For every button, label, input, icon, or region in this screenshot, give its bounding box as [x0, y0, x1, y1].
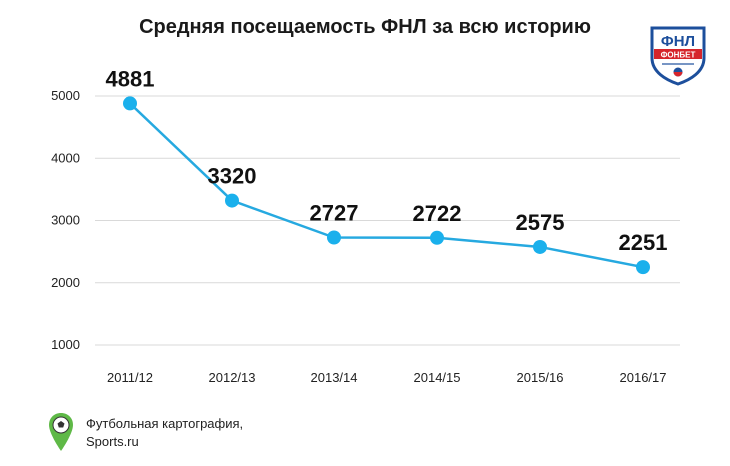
footer-line-2: Sports.ru: [86, 434, 139, 449]
x-tick-label: 2012/13: [209, 370, 256, 385]
data-point: [225, 193, 239, 208]
logo-band: [654, 49, 702, 59]
y-tick-label: 2000: [51, 275, 80, 290]
data-label: 2722: [413, 201, 462, 226]
data-point: [123, 96, 137, 111]
data-point: [430, 230, 444, 245]
x-axis-ticks: 2011/12 2012/13 2013/14 2014/15 2015/16 2016/…: [107, 370, 667, 385]
footer-text: Футбольная картография, Sports.ru: [86, 415, 243, 451]
x-tick-label: 2015/16: [517, 370, 564, 385]
grid-lines: [95, 95, 680, 346]
series-line: [129, 102, 644, 269]
logo-small-text-placeholder: [662, 63, 694, 65]
data-labels: 4881 3320 2727 2722 2575 2251: [106, 66, 668, 255]
x-tick-label: 2011/12: [107, 370, 153, 385]
y-axis-ticks: 1000 2000 3000 4000 5000: [51, 88, 80, 352]
x-tick-label: 2013/14: [311, 370, 358, 385]
y-tick-label: 3000: [51, 213, 80, 228]
chart-title: Средняя посещаемость ФНЛ за всю историю: [139, 16, 591, 38]
y-tick-label: 5000: [51, 88, 80, 103]
logo-band-text: ФОНБЕТ: [661, 51, 696, 60]
footer-credit: Футбольная картография, Sports.ru: [48, 412, 243, 452]
data-label: 2251: [619, 230, 668, 255]
data-points: [123, 96, 650, 275]
data-point: [636, 260, 650, 275]
footer-line-1: Футбольная картография,: [86, 416, 244, 431]
data-label: 3320: [208, 164, 257, 189]
y-tick-label: 1000: [51, 337, 80, 352]
logo-title: ФНЛ: [661, 33, 695, 50]
x-tick-label: 2016/17: [620, 370, 667, 385]
fnl-logo: ФНЛ ФОНБЕТ: [650, 26, 706, 86]
map-pin-ball-icon: [49, 413, 73, 451]
data-point: [327, 230, 341, 245]
data-label: 4881: [106, 66, 155, 91]
data-label: 2575: [516, 210, 565, 235]
data-point: [533, 239, 547, 254]
x-tick-label: 2014/15: [414, 370, 461, 385]
data-label: 2727: [310, 200, 359, 225]
y-tick-label: 4000: [51, 150, 80, 165]
logo-flag-stripe: [673, 72, 683, 77]
